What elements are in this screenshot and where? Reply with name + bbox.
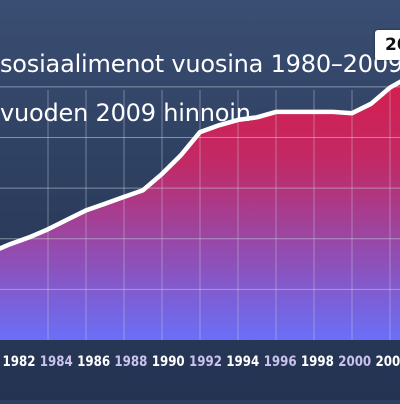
- x-tick-label: 1992: [189, 354, 222, 370]
- x-tick-label: 1996: [264, 354, 297, 370]
- x-tick-label: 1998: [301, 354, 334, 370]
- x-tick-label: 2002: [376, 354, 400, 370]
- x-tick-label: 1982: [3, 354, 36, 370]
- x-tick-label: 2000: [338, 354, 371, 370]
- chart-title: sosiaalimenot vuosina 1980–2009: [0, 50, 400, 78]
- x-tick-label: 1990: [152, 354, 185, 370]
- x-tick-label: 1986: [77, 354, 110, 370]
- x-tick-label: 1984: [40, 354, 73, 370]
- year-badge: 20: [375, 30, 400, 60]
- x-tick-label: 1988: [114, 354, 147, 370]
- chart-subtitle: vuoden 2009 hinnoin: [0, 99, 251, 127]
- x-tick-label: 1994: [226, 354, 259, 370]
